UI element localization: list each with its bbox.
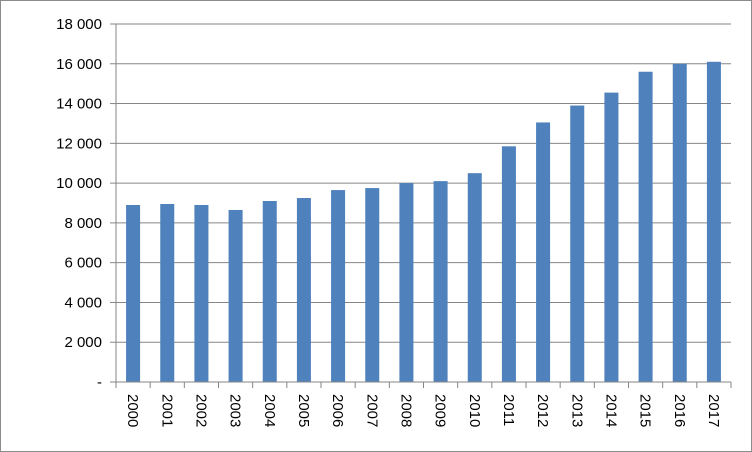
bar: [672, 63, 687, 382]
bar: [262, 201, 277, 382]
y-tick-label: 6 000: [64, 255, 102, 272]
bar: [467, 173, 482, 382]
x-tick-label: 2008: [397, 394, 414, 427]
bar: [604, 92, 619, 383]
x-tick-label: 2002: [192, 394, 209, 427]
x-tick-label: 2010: [466, 394, 483, 427]
bar: [365, 188, 380, 382]
x-tick-label: 2014: [602, 394, 619, 427]
bar: [638, 71, 653, 382]
bar: [433, 181, 448, 382]
y-tick-label: 16 000: [56, 56, 102, 73]
bar: [126, 204, 141, 382]
x-tick-label: 2006: [329, 394, 346, 427]
y-tick-label: 8 000: [64, 215, 102, 232]
x-tick-label: 2016: [671, 394, 688, 427]
x-tick-label: 2005: [295, 394, 312, 427]
x-tick-label: 2003: [227, 394, 244, 427]
y-tick-label: 4 000: [64, 294, 102, 311]
x-tick-label: 2011: [500, 394, 517, 426]
y-tick-label: 14 000: [56, 96, 102, 113]
x-tick-label: 2017: [705, 394, 722, 427]
y-tick-label: 2 000: [64, 334, 102, 351]
y-tick-labels: - 2 000 4 000 6 000 8 000 10 000 12 000 14 000 1…: [56, 16, 102, 391]
y-tick-label: 18 000: [56, 16, 102, 33]
bar: [536, 122, 551, 382]
x-tick-label: 2004: [261, 394, 278, 427]
x-tick-label: 2012: [534, 394, 551, 427]
x-tick-label: 2000: [124, 394, 141, 427]
bar: [160, 203, 175, 382]
bar: [570, 105, 585, 382]
y-tick-label: 10 000: [56, 175, 102, 192]
bar: [706, 61, 721, 382]
x-tick-label: 2015: [637, 394, 654, 427]
bars: [126, 61, 721, 383]
y-tick-label: -: [97, 374, 102, 391]
y-tick-label: 12 000: [56, 135, 102, 152]
x-tick-labels: 2000 2001 2002 2003 2004 2005 2006 2007 2008 2009…: [124, 394, 722, 427]
bar: [501, 146, 516, 382]
bar: [296, 198, 311, 382]
x-tick-label: 2007: [363, 394, 380, 427]
bar: [228, 209, 243, 382]
bar: [331, 190, 346, 382]
x-tick-label: 2001: [158, 394, 175, 427]
bar: [399, 183, 414, 382]
bar: [194, 204, 209, 382]
x-tick-label: 2013: [568, 394, 585, 427]
x-tick-label: 2009: [432, 394, 449, 427]
axes: [110, 23, 732, 388]
gridlines: [116, 23, 731, 343]
